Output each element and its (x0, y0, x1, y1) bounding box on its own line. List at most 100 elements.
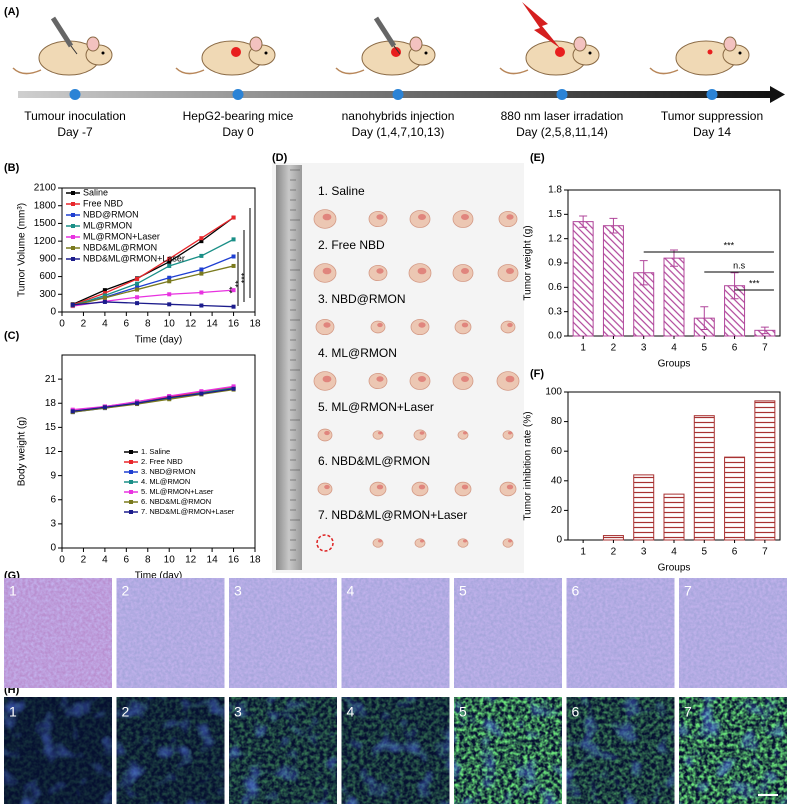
x-tick-label: 10 (164, 555, 176, 566)
point (102, 295, 107, 300)
tumor-highlight (376, 268, 384, 274)
point (167, 259, 172, 264)
legend-marker (129, 470, 133, 474)
y-tick-label: 1200 (34, 236, 57, 247)
tumor (317, 428, 333, 442)
error-bar (700, 306, 709, 331)
y-tick-label: 6 (50, 494, 56, 505)
legend-marker (71, 235, 75, 239)
tumor-highlight (463, 431, 467, 435)
he-texture (566, 578, 675, 688)
point (102, 299, 107, 304)
panel-label: (E) (530, 152, 545, 164)
series-line (72, 216, 234, 305)
tumor-highlight (507, 322, 513, 328)
x-tick-label: 1 (580, 547, 586, 558)
laser-bolt (522, 2, 560, 48)
event-day: Day 0 (222, 125, 254, 139)
y-axis-label: Body weight (g) (17, 417, 28, 486)
x-tick-label: 5 (702, 343, 708, 354)
x-axis-label: Time (day) (135, 335, 182, 346)
timeline-dot (392, 89, 404, 100)
point (199, 253, 204, 258)
tumor (411, 481, 429, 497)
tumor-highlight (505, 375, 515, 383)
tumor-highlight (323, 322, 331, 328)
legend-label: NBD@RMON (83, 209, 139, 219)
point (135, 301, 140, 306)
event-label: Tumour inoculation (24, 109, 126, 123)
image-label: 5 (459, 704, 467, 720)
bar (572, 221, 594, 337)
x-tick-label: 6 (732, 343, 738, 354)
legend-marker (71, 202, 75, 206)
he-texture (454, 578, 562, 688)
panel-label: (D) (272, 152, 288, 164)
tumor-spot (555, 47, 565, 57)
timeline-arrow (770, 86, 785, 103)
tumor-highlight (377, 322, 383, 328)
significance: *** (749, 278, 760, 288)
mouse-tail (335, 67, 365, 75)
mouse-tail (649, 67, 679, 75)
x-tick-label: 4 (102, 319, 108, 330)
y-tick-label: 0.6 (548, 282, 562, 293)
syringe (50, 16, 74, 48)
legend-marker (129, 500, 133, 504)
x-axis-label: Time (day) (135, 571, 182, 582)
tumor-highlight (324, 430, 330, 436)
image-label: 2 (122, 583, 130, 599)
fluor-nuclei (341, 697, 450, 804)
x-tick-label: 3 (641, 547, 647, 558)
tumor-highlight (420, 539, 424, 543)
point (199, 391, 204, 396)
x-tick-label: 12 (185, 319, 197, 330)
tumor-highlight (418, 214, 426, 220)
point (231, 384, 236, 389)
needle (70, 45, 78, 55)
y-tick-label: 0 (50, 543, 56, 554)
x-tick-label: 1 (580, 343, 586, 354)
x-tick-label: 2 (81, 319, 87, 330)
significance: *** (724, 240, 735, 250)
error-bar (670, 249, 678, 267)
legend-marker (71, 257, 75, 261)
he-texture (4, 578, 112, 688)
x-tick-label: 7 (762, 343, 768, 354)
group-label: 7. NBD&ML@RMON+Laser (318, 508, 467, 522)
legend-marker (129, 510, 133, 514)
legend-label: Saline (83, 187, 108, 197)
x-tick-label: 2 (611, 547, 617, 558)
tumor-highlight (376, 214, 384, 220)
bar (633, 474, 655, 541)
y-tick-label: 0.0 (548, 331, 562, 342)
y-axis-label: Tumor weight (g) (523, 225, 534, 300)
point (167, 292, 172, 297)
tumor-highlight (508, 431, 512, 435)
mouse-ear (723, 36, 737, 52)
x-tick-label: 18 (249, 319, 261, 330)
fluor-nuclei (566, 697, 675, 804)
x-tick-label: 8 (145, 555, 151, 566)
point (231, 215, 236, 220)
x-tick-label: 3 (641, 343, 647, 354)
tumor-highlight (378, 431, 382, 435)
mouse-eye (588, 51, 592, 55)
point (70, 409, 75, 414)
y-tick-label: 12 (45, 446, 57, 457)
y-tick-label: 60 (551, 446, 563, 457)
point (135, 287, 140, 292)
group-label: 5. ML@RMON+Laser (318, 400, 434, 414)
significance: ** (227, 286, 237, 294)
point (102, 288, 107, 293)
panel-label: (B) (4, 162, 20, 174)
x-tick-label: 14 (207, 555, 219, 566)
y-tick-label: 1.5 (548, 209, 562, 220)
x-tick-label: 0 (59, 319, 65, 330)
event-label: HepG2-bearing mice (183, 109, 294, 123)
tumor-highlight (463, 539, 467, 543)
tumor (500, 320, 516, 334)
needle (393, 45, 401, 55)
bar (663, 257, 685, 337)
y-tick-label: 1800 (34, 200, 57, 211)
